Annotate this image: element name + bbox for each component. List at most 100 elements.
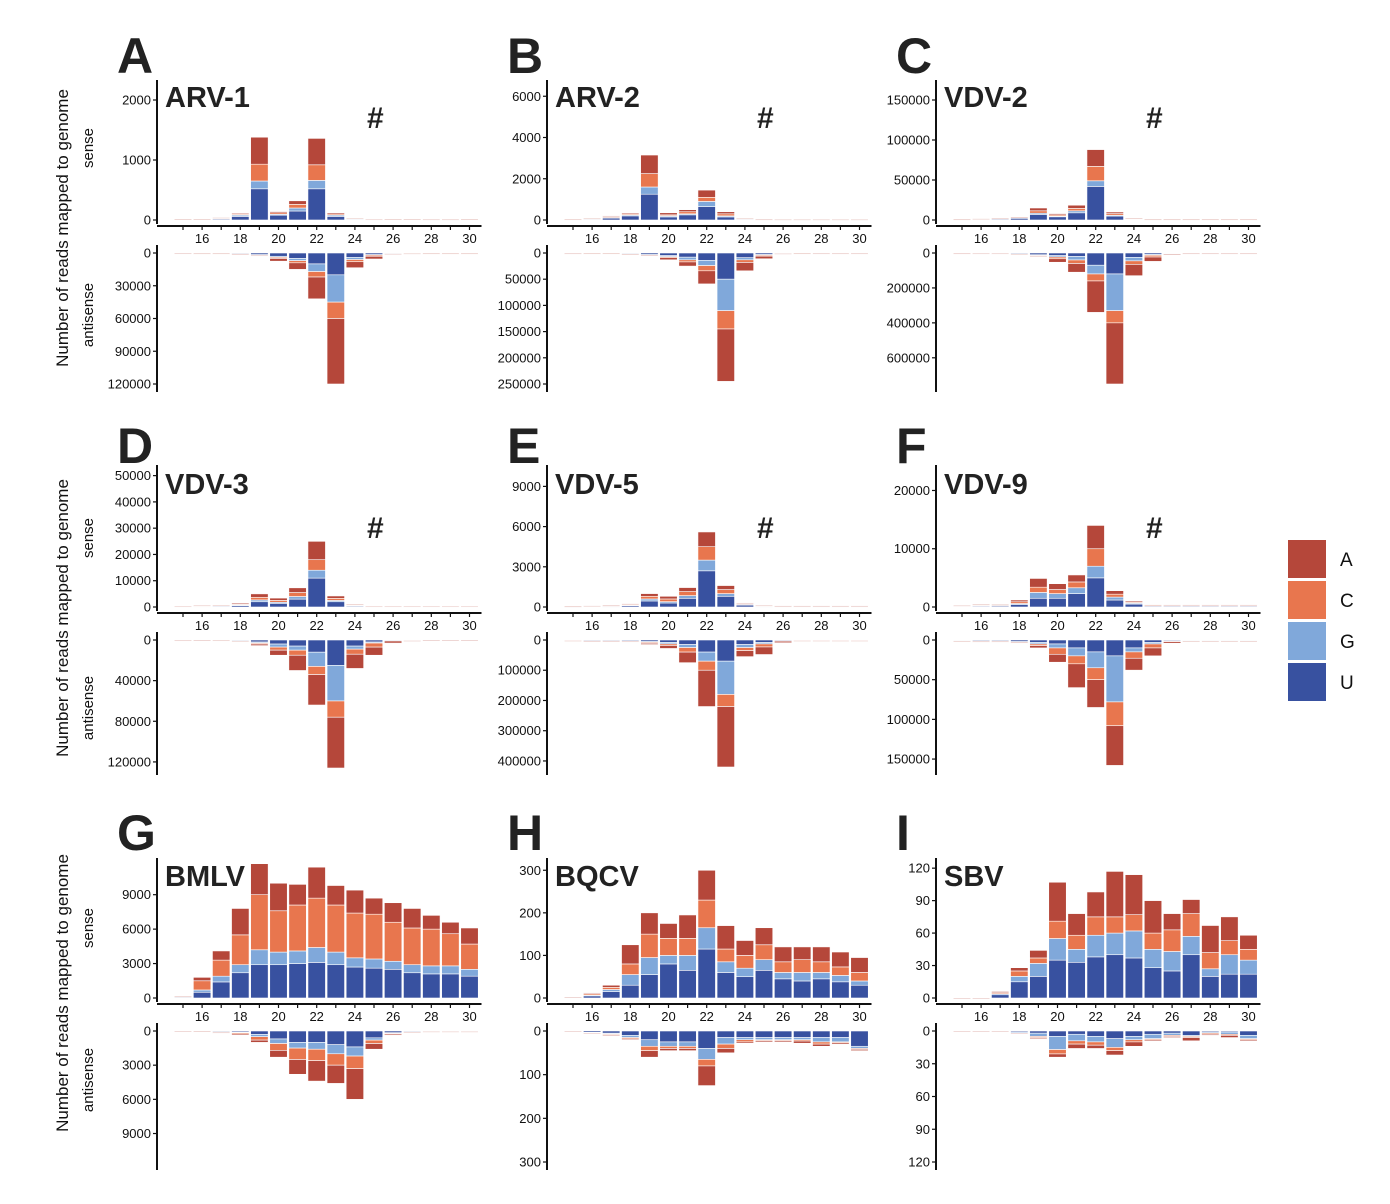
bar-b-sense-23-A — [716, 211, 735, 215]
bar-g-antisense-20-A — [269, 1050, 288, 1058]
bar-f-antisense-22-A — [1086, 679, 1105, 708]
bar-d-antisense-23-A — [326, 716, 345, 769]
bar-d-antisense-20-A — [269, 649, 288, 656]
bar-i-sense-22-G — [1086, 934, 1105, 958]
bar-g-sense-18-A — [231, 908, 250, 936]
bar-g-sense-30-A — [460, 927, 479, 945]
bar-f-sense-24-A — [1124, 600, 1143, 603]
bar-h-antisense-27-G — [793, 1037, 812, 1041]
bar-h-antisense-17-U — [602, 1030, 621, 1034]
bar-h-antisense-24-G — [735, 1037, 754, 1041]
bar-a-sense-23-A — [326, 212, 345, 215]
bar-g-sense-19-A — [250, 863, 269, 895]
x-tick-label-g: 28 — [424, 1009, 438, 1024]
bar-h-antisense-24-A — [735, 1041, 754, 1044]
bar-i-sense-25-G — [1143, 949, 1163, 969]
bar-f-antisense-18-A — [1010, 642, 1029, 644]
sense-y-tick-label-a: 2000 — [122, 93, 151, 108]
bar-f-antisense-23-A — [1105, 725, 1124, 766]
bar-f-antisense-20-U — [1048, 639, 1067, 645]
bar-i-antisense-21-U — [1067, 1030, 1086, 1035]
bar-b-sense-18-A — [621, 212, 640, 215]
bar-h-sense-18-C — [621, 963, 640, 975]
bar-c-sense-19-C — [1029, 210, 1048, 214]
bar-g-antisense-21-C — [288, 1047, 307, 1060]
bar-d-sense-26-A — [384, 605, 403, 608]
bar-a-antisense-21-U — [288, 252, 307, 259]
bar-c-antisense-23-A — [1105, 322, 1124, 385]
x-tick-label-c: 16 — [974, 231, 988, 246]
bar-h-antisense-21-A — [678, 1048, 697, 1051]
bar-a-sense-29-A — [441, 219, 460, 221]
bar-f-sense-22-U — [1086, 577, 1105, 608]
bar-d-antisense-26-A — [384, 640, 403, 644]
bar-e-antisense-21-C — [678, 647, 697, 653]
bar-h-sense-25-C — [754, 944, 774, 960]
antisense-y-tick-label-g: 6000 — [122, 1092, 151, 1107]
bar-h-antisense-28-A — [812, 1043, 831, 1047]
bar-h-antisense-18-A — [621, 1038, 640, 1041]
bar-i-antisense-25-G — [1143, 1033, 1163, 1039]
legend-swatch-g — [1288, 622, 1326, 660]
bar-i-antisense-27-A — [1182, 1037, 1201, 1042]
bar-i-antisense-29-A — [1220, 1035, 1239, 1038]
bar-d-sense-23-U — [326, 601, 345, 608]
bar-a-antisense-15-A — [173, 252, 193, 255]
panel-a: A ARV-1 #0 1000 2000 16 18 20 22 24 26 28 30 0 30000 60… — [108, 28, 482, 392]
bar-g-antisense-23-U — [326, 1030, 345, 1045]
bar-g-antisense-24-A — [345, 1068, 364, 1100]
bar-f-antisense-24-U — [1124, 639, 1143, 649]
bar-g-sense-19-U — [250, 964, 269, 999]
antisense-y-tick-label-c: 400000 — [887, 315, 930, 330]
bar-e-antisense-24-G — [735, 644, 754, 648]
bar-g-sense-23-U — [326, 964, 345, 999]
bar-i-antisense-19-U — [1029, 1030, 1048, 1034]
bar-i-antisense-20-C — [1048, 1049, 1067, 1055]
bar-g-sense-22-G — [307, 947, 326, 963]
bar-g-sense-29-G — [441, 965, 460, 975]
bar-b-antisense-23-A — [716, 328, 735, 382]
bar-d-sense-19-A — [250, 593, 269, 598]
bar-h-sense-22-C — [697, 899, 716, 929]
bar-i-sense-16-A — [972, 997, 991, 1000]
bar-d-antisense-16-A — [193, 640, 212, 642]
x-tick-label-h: 16 — [585, 1009, 599, 1024]
bar-d-antisense-20-G — [269, 643, 288, 648]
bar-g-sense-28-A — [422, 915, 441, 930]
sense-label-row-3: sense — [80, 908, 97, 948]
x-tick-label-i: 28 — [1203, 1009, 1217, 1024]
bar-a-sense-20-A — [269, 211, 288, 214]
bar-d-sense-22-G — [307, 569, 326, 579]
bar-d-sense-17-A — [212, 604, 231, 607]
bar-f-sense-17-A — [991, 603, 1010, 606]
bar-i-sense-20-U — [1048, 959, 1067, 999]
bar-e-antisense-20-A — [659, 645, 678, 649]
bar-g-antisense-20-G — [269, 1038, 288, 1044]
sense-y-tick-label-c: 50000 — [894, 173, 930, 188]
bar-h-antisense-26-A — [774, 1040, 793, 1043]
bar-g-antisense-19-G — [250, 1034, 269, 1037]
bar-g-antisense-21-U — [288, 1030, 307, 1043]
bar-g-sense-17-A — [212, 950, 231, 961]
bar-d-antisense-22-U — [307, 639, 326, 653]
antisense-y-tick-label-d: 40000 — [115, 673, 151, 688]
bar-h-sense-20-A — [659, 923, 678, 939]
bar-h-antisense-24-U — [735, 1030, 754, 1038]
bar-i-sense-28-A — [1201, 925, 1220, 953]
y-axis-title-row-3: Number of reads mapped to genome — [53, 854, 72, 1132]
bar-g-sense-16-C — [193, 980, 212, 991]
bar-d-antisense-22-C — [307, 666, 326, 675]
sense-y-tick-label-h: 0 — [534, 991, 541, 1006]
bar-a-antisense-24-A — [345, 261, 364, 269]
bar-e-sense-23-C — [716, 589, 735, 594]
panel-d: D VDV-3 #0 10000 20000 30000 40000 50000 16 18 20 2… — [108, 418, 482, 775]
bar-d-antisense-24-C — [345, 648, 364, 655]
bar-a-sense-15-A — [173, 219, 193, 221]
bar-h-antisense-29-G — [831, 1037, 850, 1043]
bar-b-sense-24-A — [735, 217, 754, 220]
bar-h-antisense-25-A — [754, 1040, 774, 1043]
bar-b-sense-22-G — [697, 201, 716, 207]
bar-h-sense-21-U — [678, 970, 697, 999]
bar-g-sense-30-C — [460, 943, 479, 970]
bar-h-sense-20-G — [659, 955, 678, 965]
